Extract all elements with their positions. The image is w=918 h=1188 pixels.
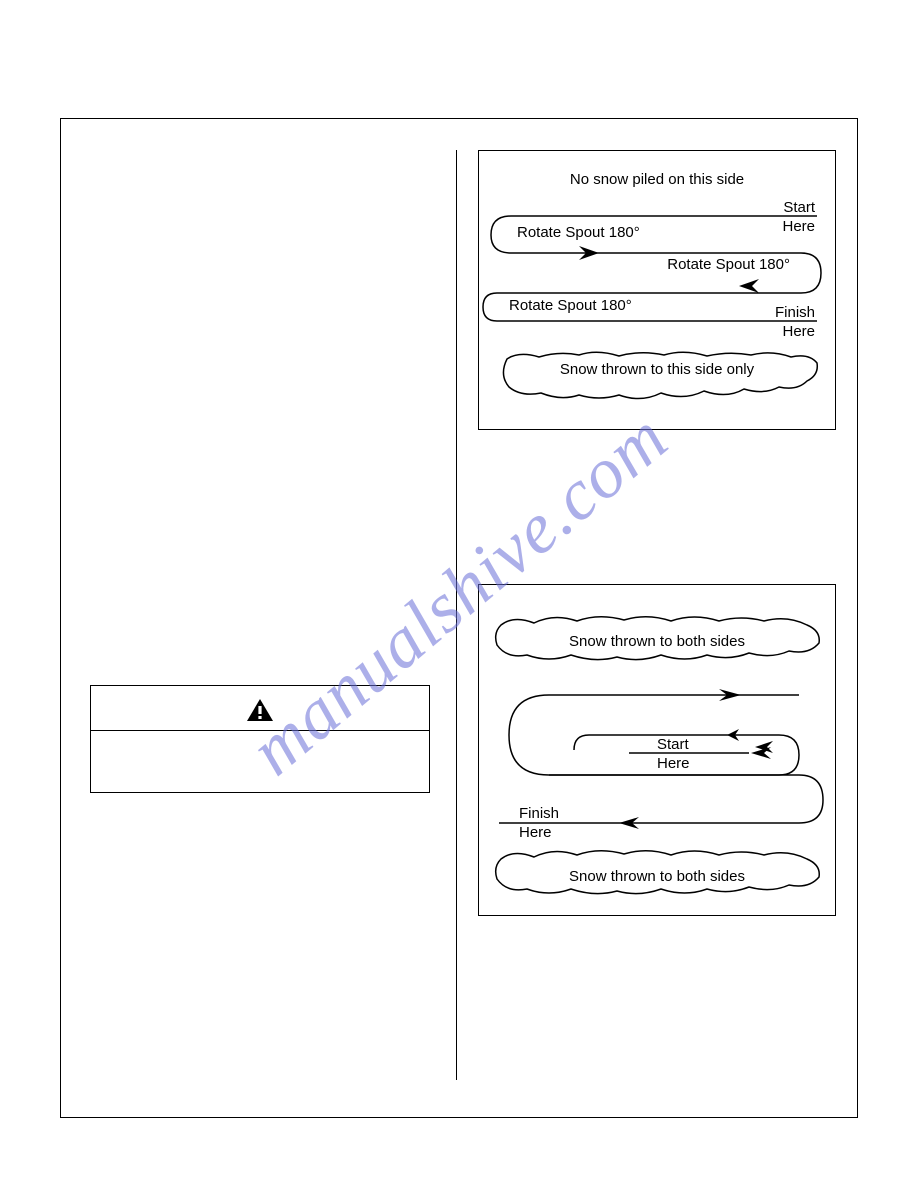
warning-divider [91,730,429,731]
diagram1-snow-label: Snow thrown to this side only [479,361,835,378]
warning-triangle-icon [245,697,275,723]
diagram1-start-label: Start [783,199,815,216]
diagram1-here-label-1: Here [782,218,815,235]
diagram1-svg [479,151,835,429]
diagram2-here-label-2: Here [519,824,552,841]
diagram1-rotate-label-1: Rotate Spout 180° [517,224,640,241]
diagram2-snow-bottom-label: Snow thrown to both sides [479,868,835,885]
diagram1-here-label-2: Here [782,323,815,340]
diagram2-snow-top-label: Snow thrown to both sides [479,633,835,650]
warning-box [90,685,430,793]
diagram2-here-label-1: Here [657,755,690,772]
diagram2-finish-label: Finish [519,805,559,822]
diagram1-rotate-label-3: Rotate Spout 180° [509,297,632,314]
diagram1-title: No snow piled on this side [479,171,835,188]
diagram-snow-both-sides: Snow thrown to both sides Start Here Fin… [478,584,836,916]
column-divider [456,150,457,1080]
diagram-snow-one-side: No snow piled on this side Start Here Ro… [478,150,836,430]
diagram2-start-label: Start [657,736,689,753]
diagram1-finish-label: Finish [775,304,815,321]
diagram1-rotate-label-2: Rotate Spout 180° [667,256,790,273]
